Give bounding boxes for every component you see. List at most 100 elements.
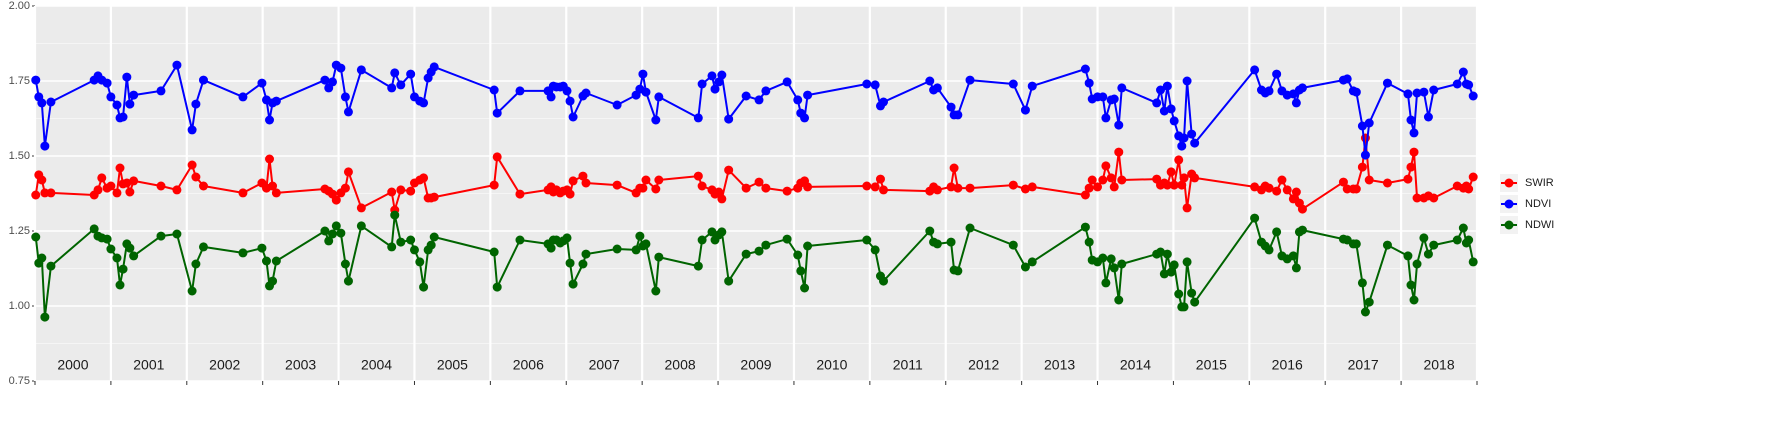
point [800, 283, 810, 293]
point [268, 276, 278, 286]
point [1114, 295, 1124, 305]
point [125, 187, 135, 197]
point [754, 95, 764, 105]
point [641, 87, 651, 97]
point [356, 65, 366, 75]
point [1027, 81, 1037, 91]
point [754, 246, 764, 256]
point [562, 86, 572, 96]
point [1190, 173, 1200, 183]
point [631, 245, 641, 255]
point [343, 276, 353, 286]
point [1291, 98, 1301, 108]
point [187, 286, 197, 296]
point [782, 186, 792, 196]
point [492, 108, 502, 118]
point [271, 96, 281, 106]
point [862, 181, 872, 191]
point [875, 174, 885, 184]
legend-dot [1504, 199, 1514, 209]
point [492, 152, 502, 162]
point [112, 188, 122, 198]
point [257, 243, 267, 253]
point [1101, 113, 1111, 123]
point [782, 234, 792, 244]
point [1412, 88, 1422, 98]
point [331, 195, 341, 205]
point [419, 282, 429, 292]
point [1357, 162, 1367, 172]
point [1429, 240, 1439, 250]
y-tick-label: 1.00 [9, 300, 30, 312]
point [1098, 253, 1108, 263]
legend-label: SWIR [1525, 177, 1554, 189]
legend-dot [1504, 220, 1514, 230]
point [1166, 167, 1176, 177]
point [1093, 182, 1103, 192]
point [1008, 79, 1018, 89]
point [1250, 65, 1260, 75]
point [562, 233, 572, 243]
point [1468, 91, 1478, 101]
point [118, 112, 128, 122]
point [265, 115, 275, 125]
point [1162, 81, 1172, 91]
point [419, 98, 429, 108]
point [1084, 78, 1094, 88]
point [1169, 260, 1179, 270]
point [761, 240, 771, 250]
point [1087, 175, 1097, 185]
point [268, 181, 278, 191]
point [546, 243, 556, 253]
point [641, 239, 651, 249]
point [1458, 67, 1468, 77]
point [1423, 249, 1433, 259]
point [946, 237, 956, 247]
point [40, 312, 50, 322]
point [953, 266, 963, 276]
point [1008, 240, 1018, 250]
point [946, 102, 956, 112]
point [118, 264, 128, 274]
point [1101, 161, 1111, 171]
point [803, 241, 813, 251]
point [697, 181, 707, 191]
point [612, 180, 622, 190]
point [1360, 307, 1370, 317]
point [46, 97, 56, 107]
point [238, 188, 248, 198]
point [1360, 150, 1370, 160]
point [396, 185, 406, 195]
point [1101, 278, 1111, 288]
point [492, 282, 502, 292]
point [1179, 302, 1189, 312]
legend-dot [1504, 178, 1514, 188]
point [37, 175, 47, 185]
point [426, 240, 436, 250]
year-label: 2010 [816, 357, 847, 373]
point [1080, 222, 1090, 232]
point [106, 92, 116, 102]
year-label: 2004 [361, 357, 392, 373]
point [925, 76, 935, 86]
point [112, 100, 122, 110]
point [724, 276, 734, 286]
y-tick-label: 1.25 [9, 225, 30, 237]
point [106, 181, 116, 191]
point [328, 229, 338, 239]
y-tick-label: 2.00 [9, 0, 30, 12]
point [31, 75, 41, 85]
point [862, 79, 872, 89]
point [1264, 86, 1274, 96]
year-label: 2011 [893, 357, 923, 373]
point [1177, 180, 1187, 190]
year-label: 2005 [437, 357, 468, 373]
point [1423, 112, 1433, 122]
point [651, 115, 661, 125]
point [612, 100, 622, 110]
point [320, 75, 330, 85]
point [1159, 106, 1169, 116]
point [1020, 262, 1030, 272]
point [793, 250, 803, 260]
point [1412, 259, 1422, 269]
